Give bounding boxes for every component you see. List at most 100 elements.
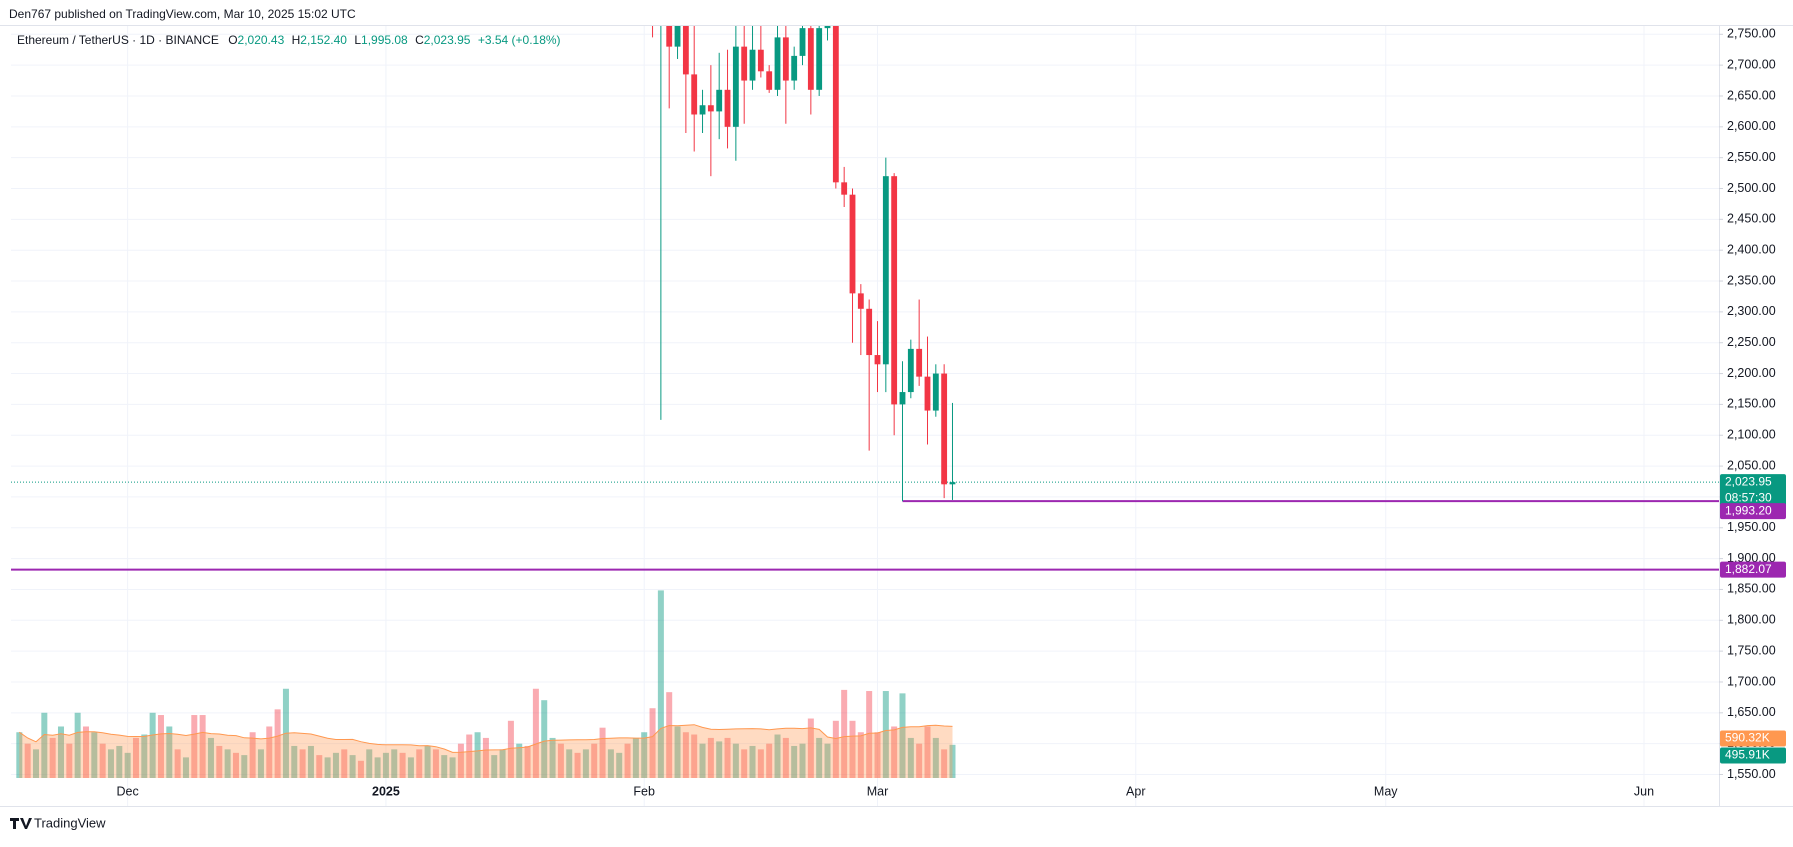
candle-body [849, 194, 856, 294]
volume-bar [841, 689, 848, 778]
volume-bar [624, 743, 631, 778]
volume-bar [116, 745, 123, 778]
volume-bar [224, 749, 231, 778]
volume-bar [41, 712, 48, 778]
volume-bar [874, 732, 881, 778]
candle-body [782, 37, 789, 81]
volume-bar [74, 712, 81, 778]
volume-bar [241, 755, 248, 778]
volume-bar [32, 749, 39, 778]
volume-bar [824, 743, 831, 778]
volume-bar [249, 732, 256, 778]
volume-bar [607, 749, 614, 778]
candle-body [749, 49, 756, 81]
volume-bar [416, 749, 423, 778]
y-tick-label: 1,650.00 [1727, 705, 1776, 719]
volume-bar [749, 745, 756, 778]
y-tick-label: 2,100.00 [1727, 428, 1776, 442]
volume-bar [532, 688, 539, 778]
y-tick-label: 1,550.00 [1727, 767, 1776, 781]
volume-bar [582, 749, 589, 778]
candle-body [832, 26, 839, 183]
volume-bar [666, 692, 673, 778]
legend-letter: C [415, 33, 424, 47]
volume-bar [941, 749, 948, 778]
legend-value: 2,020.43 [238, 33, 285, 47]
volume-bar [899, 693, 906, 778]
volume-bar [949, 744, 956, 778]
price-label-countdown: 08:57:30 [1725, 490, 1772, 504]
candle-body [949, 482, 956, 485]
volume-bar [216, 745, 223, 778]
candle-body [741, 46, 748, 81]
y-tick-label: 1,950.00 [1727, 520, 1776, 534]
candle-body [732, 46, 739, 127]
line-label: 1,993.20 [1725, 503, 1772, 517]
volume-bar [891, 726, 898, 778]
volume-bar [741, 749, 748, 778]
volume-bar [157, 715, 164, 778]
candle-body [716, 89, 723, 112]
volume-ma-line [19, 724, 953, 753]
volume-bar [124, 752, 131, 778]
logo-mark [10, 818, 32, 829]
candle-body [874, 355, 881, 365]
volume-bar [491, 755, 498, 778]
volume-bar [791, 745, 798, 778]
volume-bar [849, 720, 856, 778]
y-tick-label: 2,150.00 [1727, 397, 1776, 411]
volume-bar [757, 749, 764, 778]
y-tick-label: 1,700.00 [1727, 674, 1776, 688]
price-label-box [1720, 474, 1786, 507]
volume-bar [24, 743, 31, 778]
y-tick-label: 2,050.00 [1727, 458, 1776, 472]
x-tick-label: 2025 [372, 784, 400, 798]
volume-bar [374, 757, 381, 778]
volume-bar [49, 737, 56, 778]
volume-bar [166, 726, 173, 778]
y-tick-label: 2,600.00 [1727, 119, 1776, 133]
volume-bar [707, 737, 714, 778]
volume-bar [466, 734, 473, 778]
volume-ma-label-box [1720, 730, 1786, 747]
volume-bar [566, 749, 573, 778]
volume-bar [916, 743, 923, 778]
legend-change: +3.54 [478, 33, 509, 47]
volume-bar [816, 737, 823, 778]
candle-body [766, 71, 773, 90]
candle-body [857, 293, 864, 309]
line-label-box [1720, 503, 1786, 520]
volume-bar [324, 757, 331, 778]
y-tick-label: 2,250.00 [1727, 335, 1776, 349]
x-tick-label: Mar [867, 784, 889, 798]
volume-bar [207, 737, 214, 778]
candle-body [791, 55, 798, 81]
x-tick-label: Dec [117, 784, 139, 798]
x-tick-label: Feb [633, 784, 655, 798]
volume-ma-label: 590.32K [1725, 731, 1770, 745]
volume-bar [99, 743, 106, 778]
y-tick-label: 2,450.00 [1727, 212, 1776, 226]
legend-letter: H [292, 33, 301, 47]
candle-body [841, 182, 848, 195]
volume-bar [907, 737, 914, 778]
volume-bar [932, 737, 939, 778]
candle-body [941, 373, 948, 485]
candle-body [757, 49, 764, 72]
y-tick-label: 2,200.00 [1727, 366, 1776, 380]
volume-bar [407, 757, 414, 778]
volume-bar [357, 760, 364, 778]
x-tick-label: Jun [1634, 784, 1654, 798]
volume-bar [732, 743, 739, 778]
volume-bar [557, 743, 564, 778]
candle-body [907, 348, 914, 393]
volume-bar [807, 718, 814, 778]
volume-bar [616, 752, 623, 778]
volume-bar [549, 737, 556, 778]
grid [11, 26, 1719, 806]
volume-bar [866, 691, 873, 778]
candle-body [899, 392, 906, 405]
